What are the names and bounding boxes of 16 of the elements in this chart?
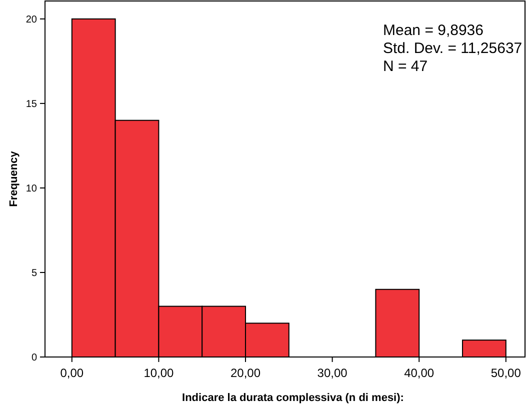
y-tick-label: 20 <box>26 14 38 26</box>
x-tick-label: 0,00 <box>60 366 84 380</box>
x-tick-label: 40,00 <box>404 366 434 380</box>
y-tick-label: 5 <box>31 268 38 279</box>
y-axis-title: Frequency <box>8 150 20 207</box>
y-tick-label: 15 <box>26 98 38 110</box>
annotation: N = 47 <box>383 58 428 75</box>
x-axis-title: Indicare la durata complessiva (n di mesi): <box>182 392 404 404</box>
y-tick-label: 10 <box>26 183 38 194</box>
annotation: Std. Dev. = 11,25637 <box>383 40 522 57</box>
x-tick-label: 20,00 <box>230 366 261 380</box>
y-tick-label: 0 <box>31 352 38 364</box>
annotation: Mean = 9,8936 <box>383 22 484 39</box>
x-tick-label: 10,00 <box>144 366 174 380</box>
x-tick-label: 30,00 <box>317 366 348 380</box>
x-tick-label: 50,00 <box>490 366 522 380</box>
